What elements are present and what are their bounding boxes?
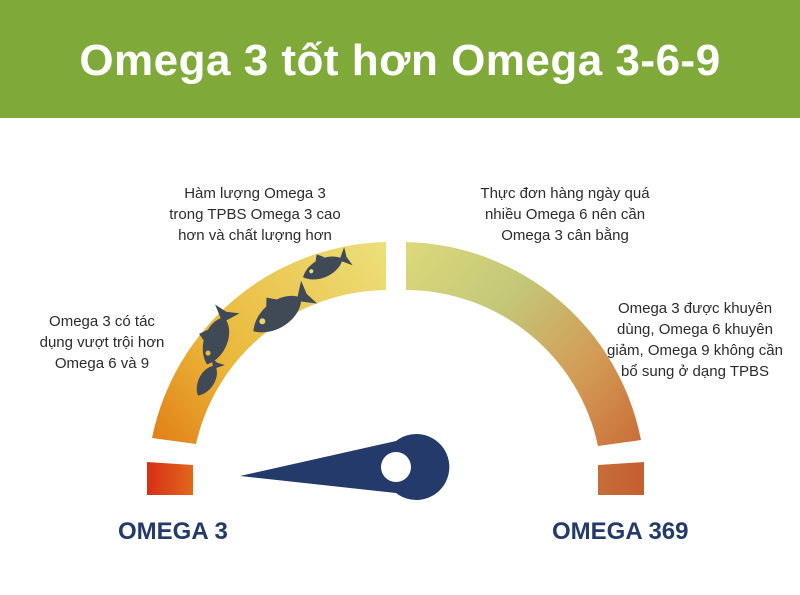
fish-icon (199, 304, 240, 365)
fish-icon (253, 280, 318, 333)
fish-icon (303, 247, 353, 280)
gauge-segment-right (406, 242, 641, 446)
gauge-needle (240, 433, 450, 500)
needle-hub (381, 452, 411, 482)
page-title: Omega 3 tốt hơn Omega 3-6-9 (79, 36, 721, 85)
gauge-end-left (147, 462, 193, 495)
note-daily-diet: Thực đơn hàng ngày quá nhiều Omega 6 nên… (480, 185, 650, 244)
fish-icon (196, 356, 225, 396)
gauge-end-right (598, 462, 644, 495)
note-omega3-superior: Omega 3 có tác dụng vượt trội hơn Omega … (39, 313, 165, 372)
note-recommendation: Omega 3 được khuyên dùng, Omega 6 khuyên… (607, 300, 783, 380)
title-banner: Omega 3 tốt hơn Omega 3-6-9 (0, 0, 800, 118)
note-omega3-content: Hàm lượng Omega 3 trong TPBS Omega 3 cao… (169, 185, 341, 244)
label-omega3: OMEGA 3 (118, 518, 228, 545)
gauge-segment-left (152, 242, 386, 444)
gauge (147, 242, 644, 500)
label-omega369: OMEGA 369 (552, 518, 689, 545)
